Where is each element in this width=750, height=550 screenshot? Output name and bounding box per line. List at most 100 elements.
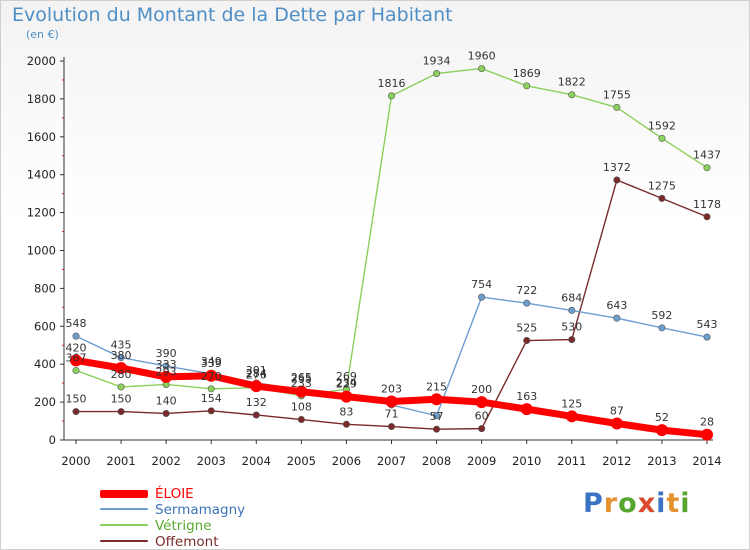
data-point-offemont [162,409,170,417]
y-tick-label: 800 [34,281,56,295]
data-label-loie: 52 [655,411,669,424]
data-label-vtrigne: 1934 [423,55,451,68]
data-label-loie: 87 [610,405,624,418]
data-label-loie: 339 [201,357,222,370]
data-label-vtrigne: 367 [66,351,87,364]
data-label-offemont: 132 [246,396,267,409]
data-label-sermamagny: 548 [66,317,87,330]
y-tick-label: 2000 [27,54,56,68]
data-label-offemont: 60 [475,410,489,423]
x-tick-label: 2000 [61,454,90,468]
data-point-offemont [523,337,531,345]
x-tick-label: 2008 [422,454,451,468]
x-tick-label: 2013 [647,454,676,468]
data-point-sermamagny [117,354,125,362]
data-point-offemont [297,416,305,424]
data-label-vtrigne: 233 [291,377,312,390]
data-label-vtrigne: 1869 [513,67,541,80]
data-label-offemont: 71 [385,408,399,421]
proxiti-logo: Proxiti [583,488,691,519]
data-label-vtrigne: 1437 [693,149,721,162]
data-point-offemont [658,194,666,202]
data-point-vtrigne [207,385,215,393]
legend-item-eloie: ÉLOIE [100,486,350,502]
data-point-loie [70,354,82,367]
data-label-vtrigne: 276 [246,369,267,382]
data-point-loie [430,393,443,406]
data-label-sermamagny: 301 [246,364,267,377]
data-label-sermamagny: 722 [516,284,537,297]
data-label-loie: 420 [66,341,87,354]
data-label-loie: 125 [561,397,582,410]
data-label-loie: 229 [336,378,357,391]
data-label-offemont: 1275 [648,179,676,192]
data-label-offemont: 530 [561,321,582,334]
data-point-offemont [342,420,350,428]
data-label-vtrigne: 270 [201,370,222,383]
data-point-sermamagny [433,412,441,420]
y-tick-label: 1200 [27,206,56,220]
data-point-sermamagny [613,314,621,322]
data-label-sermamagny: 234 [336,377,357,390]
data-point-offemont [478,425,486,433]
x-tick-label: 2001 [106,454,135,468]
data-point-offemont [568,336,576,344]
data-label-sermamagny: 643 [606,299,627,312]
data-point-vtrigne [568,91,576,99]
data-point-vtrigne [613,103,621,111]
data-label-sermamagny: 265 [291,371,312,384]
x-tick-label: 2014 [692,454,721,468]
data-label-loie: 333 [156,358,177,371]
data-point-loie [565,410,578,423]
y-tick-label: 1600 [27,130,56,144]
data-label-sermamagny: 349 [201,355,222,368]
data-label-sermamagny: 435 [111,339,132,352]
y-tick-label: 1400 [27,168,56,182]
legend-swatch-sermamagny [100,508,148,510]
data-label-offemont: 57 [430,410,444,423]
y-tick-label: 1800 [27,92,56,106]
data-point-loie [475,396,488,409]
x-tick-label: 2010 [512,454,541,468]
x-tick-label: 2002 [152,454,181,468]
data-point-loie [610,417,623,430]
data-point-offemont [387,423,395,431]
data-point-loie [701,428,713,441]
data-label-sermamagny: 592 [651,309,672,322]
data-point-loie [385,395,398,408]
data-label-loie: 380 [111,349,132,362]
data-point-vtrigne [72,366,80,374]
x-tick-label: 2009 [467,454,496,468]
data-point-vtrigne [387,92,395,100]
legend-label-sermamagny: Sermamagny [155,502,246,518]
data-label-sermamagny: 684 [561,291,582,304]
legend-item-sermamagny: Sermamagny [100,502,350,518]
data-label-offemont: 83 [339,405,353,418]
y-tick-label: 400 [34,357,56,371]
data-point-vtrigne [703,164,711,172]
data-label-offemont: 108 [291,401,312,414]
data-point-vtrigne [478,65,486,73]
data-label-offemont: 1372 [603,161,631,174]
data-point-loie [295,385,308,398]
data-point-sermamagny [523,299,531,307]
data-label-vtrigne: 1755 [603,88,631,101]
legend-swatch-eloie [100,490,148,498]
data-point-loie [115,361,128,374]
legend-label-vetrigne: Vétrigne [155,518,212,534]
data-point-offemont [252,411,260,419]
data-label-vtrigne: 1822 [558,76,586,89]
legend-swatch-offemont [100,540,148,542]
data-label-vtrigne: 1592 [648,119,676,132]
legend-item-vetrigne: Vétrigne [100,518,350,534]
x-tick-label: 2007 [377,454,406,468]
data-point-offemont [207,407,215,415]
data-label-loie: 200 [471,383,492,396]
data-point-offemont [433,425,441,433]
data-label-vtrigne: 1816 [378,77,406,90]
legend-swatch-vetrigne [100,524,148,526]
data-point-vtrigne [117,383,125,391]
data-point-vtrigne [433,70,441,78]
y-tick-label: 1000 [27,244,56,258]
